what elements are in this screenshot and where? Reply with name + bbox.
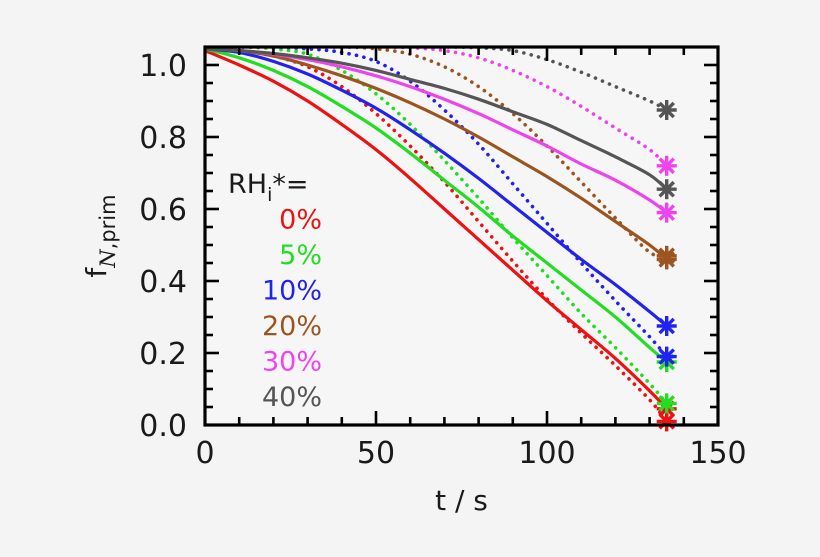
series-line-20dotted-dotted [205, 47, 669, 258]
y-tick-label: 0.8 [139, 121, 187, 156]
x-axis-label: t / s [435, 484, 488, 517]
series-line-30dotted-dotted [205, 47, 669, 168]
legend-entry-0pct: 0% [279, 205, 322, 236]
marker-10-solid [656, 316, 677, 336]
legend-entry-5pct: 5% [279, 240, 322, 271]
x-tick-label: 0 [195, 436, 214, 471]
legend-entry-30pct: 30% [262, 347, 322, 378]
marker-30-solid [656, 202, 677, 223]
y-tick-label: 1.0 [139, 49, 187, 84]
series-line-20-solid [205, 47, 669, 261]
series-line-5dotted-dotted [205, 47, 669, 406]
plot-background [205, 47, 718, 425]
legend-entry-20pct: 20% [262, 311, 322, 342]
legend-entry-40pct: 40% [262, 382, 322, 413]
x-tick-label: 100 [518, 436, 575, 471]
series-line-5-solid [205, 47, 669, 364]
y-axis-label: fN,prim [80, 194, 120, 277]
series-group [205, 47, 669, 424]
marker-40dotted-dotted [656, 100, 677, 120]
marker-10dotted-dotted [656, 346, 677, 367]
series-line-0-solid [205, 49, 669, 411]
y-tick-label: 0.2 [139, 337, 187, 372]
marker-0dotted-dotted [656, 411, 677, 432]
axes-frame [203, 45, 720, 427]
y-tick-label: 0.4 [139, 265, 187, 300]
legend-entry-10pct: 10% [262, 276, 322, 307]
axis-ticks [203, 45, 720, 427]
series-line-10dotted-dotted [205, 47, 669, 359]
tick-labels: 0 50 100 150 0.0 0.2 0.4 0.6 0.8 1.0 [139, 49, 746, 471]
marker-30dotted-dotted [656, 155, 677, 176]
endpoint-markers [656, 100, 677, 432]
legend-title: RHi*= [228, 169, 308, 206]
svg-text:fN,prim: fN,prim [80, 194, 120, 277]
legend: RHi*=0% 5% 10% 20% 30% 40% [228, 169, 322, 413]
y-tick-label: 0.0 [139, 409, 187, 444]
marker-40-solid [656, 179, 677, 200]
x-tick-label: 150 [689, 436, 746, 471]
series-line-40-solid [205, 47, 669, 191]
y-tick-label: 0.6 [139, 193, 187, 228]
series-line-10-solid [205, 47, 669, 328]
marker-5dotted-dotted [656, 393, 677, 414]
x-tick-label: 50 [357, 436, 395, 471]
marker-20dotted-dotted [656, 245, 677, 266]
